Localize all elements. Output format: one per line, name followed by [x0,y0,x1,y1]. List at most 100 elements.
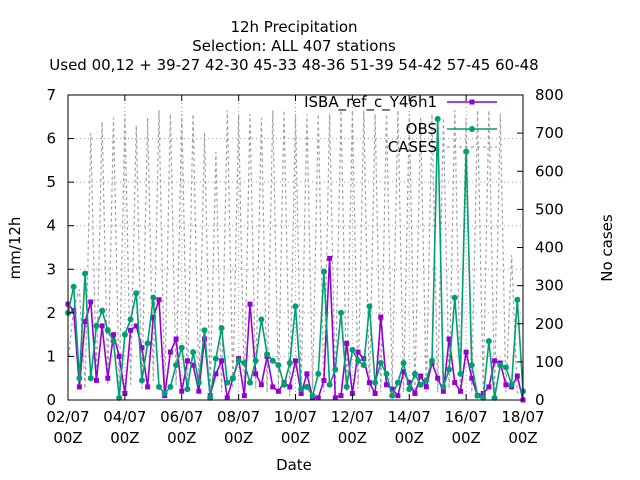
data-point [309,392,316,399]
data-point [173,362,180,369]
y-tick-label: 6 [46,130,56,148]
data-point [343,383,350,390]
y-tick-label: 3 [46,260,56,278]
data-point [320,268,327,275]
y-tick-label: 1 [46,347,56,365]
data-point [480,394,487,401]
chart-subtitle: Selection: ALL 407 stations [192,37,396,55]
x-tick-label: 12/07 [331,408,374,426]
x-tick-label: 00Z [224,429,253,447]
x-tick-label: 00Z [53,429,82,447]
data-point [344,340,350,346]
data-point [332,395,338,401]
data-point [93,377,99,383]
data-point [247,379,253,386]
data-point [423,384,429,390]
data-point [486,384,492,390]
chart-title: 12h Precipitation [230,18,357,36]
data-point [452,380,458,386]
data-point [150,294,157,301]
y-tick-label: 0 [46,391,56,409]
data-point [412,390,418,396]
data-point [503,382,509,388]
data-point [178,344,185,351]
data-point [104,327,111,334]
data-point [332,366,339,373]
data-point [304,371,310,377]
x-tick-label: 00Z [281,429,310,447]
data-point [241,359,248,366]
x-tick-label: 02/07 [46,408,89,426]
data-point [417,381,424,388]
y2-tick-label: 100 [535,353,564,371]
data-point [190,362,196,368]
series-line-cases [67,110,524,397]
y2-tick-label: 300 [535,277,564,295]
y2-tick-label: 800 [535,86,564,104]
data-point [469,375,475,381]
y-tick-label: 2 [46,304,56,322]
data-point [224,395,230,401]
data-point [383,370,390,377]
x-tick-label: 00Z [508,429,537,447]
data-point [303,383,310,390]
data-point [133,323,139,329]
data-point [247,301,253,307]
data-point [258,316,265,323]
data-point [207,394,214,401]
data-point [252,357,259,364]
data-point [201,327,208,334]
data-point [229,375,236,382]
data-point [429,357,435,364]
y2-tick-label: 0 [535,391,545,409]
data-point [190,349,197,356]
data-point [394,379,401,386]
data-point [338,393,344,399]
chart-subtitle-2: Used 00,12 + 39-27 42-30 45-33 48-36 51-… [49,56,538,74]
x-tick-label: 00Z [395,429,424,447]
data-point [128,327,134,333]
data-point [161,390,168,397]
data-point [88,299,94,305]
y-axis-label: mm/12h [6,217,24,280]
data-point [378,314,384,320]
data-point [474,392,481,399]
x-tick-label: 00Z [451,429,480,447]
data-point [355,349,361,355]
data-point [372,390,378,396]
data-point [446,366,453,373]
data-point [502,364,509,371]
data-point [150,314,156,320]
data-point [275,388,281,394]
data-point [167,349,173,355]
data-point [82,319,88,325]
data-point [156,383,162,390]
x-tick-label: 00Z [110,429,139,447]
data-point [298,390,304,396]
data-point [138,377,145,384]
y2-tick-label: 200 [535,315,564,333]
data-point [99,323,105,329]
data-point [212,355,219,362]
data-point [110,338,117,345]
x-tick-label: 04/07 [103,408,146,426]
data-point [395,393,401,399]
data-point [440,383,447,390]
data-point [377,359,384,366]
y2-axis-ticks: 0 100 200 300 400 500 600 700 800 [517,86,564,409]
data-point [418,373,424,379]
data-point [435,375,441,381]
y2-axis-label: No cases [598,214,616,282]
data-point [144,340,151,347]
data-point [105,375,111,381]
data-point [321,377,327,383]
data-point [184,386,191,393]
data-point [349,390,355,396]
data-point [457,388,463,394]
data-point [400,359,407,366]
data-point [411,370,418,377]
data-point [93,322,100,329]
y2-tick-label: 700 [535,124,564,142]
data-point [145,384,151,390]
data-point [366,303,373,310]
